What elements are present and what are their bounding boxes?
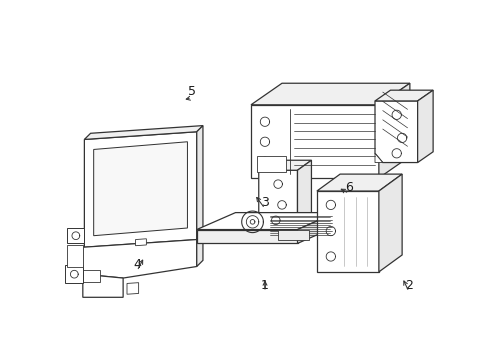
Polygon shape xyxy=(250,105,378,178)
Polygon shape xyxy=(316,191,378,272)
Polygon shape xyxy=(196,230,297,243)
Polygon shape xyxy=(374,153,382,163)
Polygon shape xyxy=(417,90,432,163)
Polygon shape xyxy=(135,239,146,246)
Polygon shape xyxy=(84,126,203,139)
Polygon shape xyxy=(257,156,285,172)
Polygon shape xyxy=(297,213,336,243)
Polygon shape xyxy=(82,274,123,297)
Polygon shape xyxy=(127,283,138,294)
Text: 2: 2 xyxy=(404,279,412,292)
Polygon shape xyxy=(82,239,196,278)
Polygon shape xyxy=(374,90,432,101)
Polygon shape xyxy=(196,213,336,230)
Polygon shape xyxy=(67,245,82,266)
Text: 3: 3 xyxy=(261,196,268,209)
Polygon shape xyxy=(378,174,401,272)
Polygon shape xyxy=(65,265,82,283)
Polygon shape xyxy=(94,142,187,236)
Polygon shape xyxy=(378,83,409,178)
Polygon shape xyxy=(316,174,401,191)
Polygon shape xyxy=(67,228,84,243)
Text: 1: 1 xyxy=(261,279,268,292)
Text: 5: 5 xyxy=(187,85,196,98)
Polygon shape xyxy=(374,101,417,163)
Polygon shape xyxy=(278,230,308,239)
Polygon shape xyxy=(297,160,311,228)
Polygon shape xyxy=(258,170,297,228)
Polygon shape xyxy=(250,83,409,105)
Text: 6: 6 xyxy=(345,181,352,194)
Polygon shape xyxy=(196,233,203,266)
Text: 4: 4 xyxy=(133,258,141,271)
Polygon shape xyxy=(82,270,100,282)
Polygon shape xyxy=(258,160,311,170)
Polygon shape xyxy=(84,132,196,247)
Polygon shape xyxy=(196,126,203,239)
